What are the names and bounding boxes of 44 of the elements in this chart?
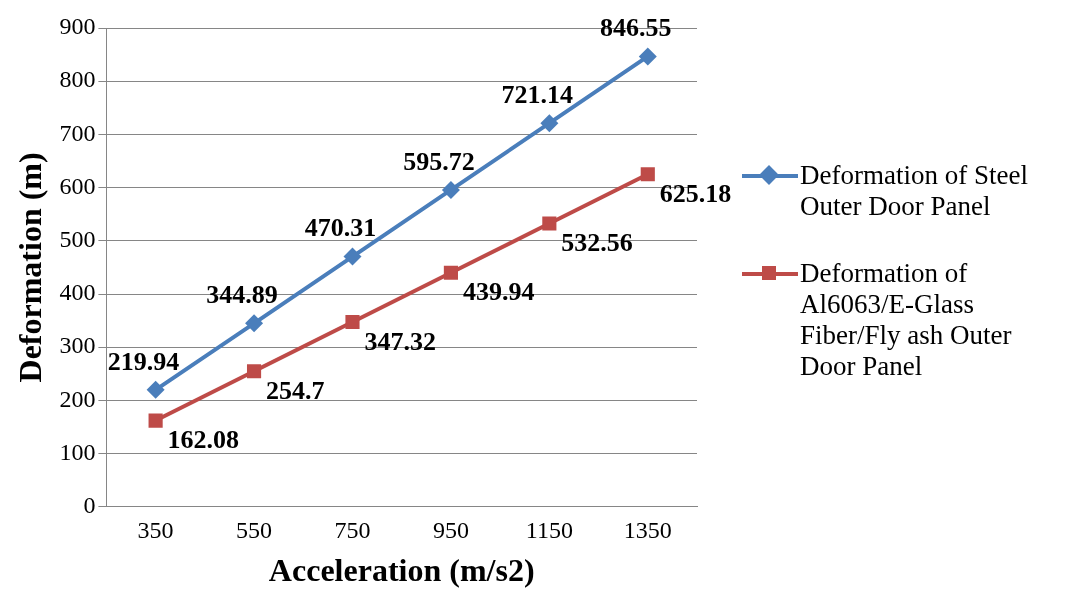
data-label: 347.32 xyxy=(364,326,436,356)
y-tick-label: 100 xyxy=(59,438,96,465)
point xyxy=(245,314,264,333)
x-tick-label: 950 xyxy=(432,517,469,544)
y-tick-label: 800 xyxy=(59,66,96,93)
y-axis-title: Deformation (m) xyxy=(12,152,49,383)
point xyxy=(345,314,360,330)
point xyxy=(540,114,559,133)
y-tick-label: 300 xyxy=(59,332,96,359)
data-label: 254.7 xyxy=(266,376,325,406)
y-tick-label: 400 xyxy=(59,279,96,306)
y-tick-label: 900 xyxy=(59,13,96,40)
legend-label: Deformation of Al6063/E-Glass Fiber/Fly ash Outer Door Panel xyxy=(800,258,1012,381)
data-label: 219.94 xyxy=(107,346,180,376)
x-axis-title: Acceleration (m/s2) xyxy=(268,552,535,589)
y-tick-label: 700 xyxy=(59,119,96,146)
point xyxy=(246,364,262,379)
x-tick-label: 750 xyxy=(334,517,371,544)
point xyxy=(441,180,460,199)
data-label: 439.94 xyxy=(462,277,535,307)
data-label: 162.08 xyxy=(167,425,240,455)
legend-label: Deformation of Steel Outer Door Panel xyxy=(800,160,1028,221)
y-tick-label: 200 xyxy=(59,385,96,412)
y-tick-label: 600 xyxy=(59,172,96,199)
x-tick-label: 350 xyxy=(137,517,174,544)
point xyxy=(542,216,557,231)
data-label: 595.72 xyxy=(403,146,475,176)
point xyxy=(343,247,362,266)
data-label: 625.18 xyxy=(659,178,732,208)
point xyxy=(148,413,163,428)
x-tick-label: 550 xyxy=(236,517,273,544)
data-label: 470.31 xyxy=(304,213,377,243)
data-label: 721.14 xyxy=(501,79,574,109)
point xyxy=(146,380,165,399)
data-label: 846.55 xyxy=(600,13,672,43)
data-label: 344.89 xyxy=(206,280,278,310)
data-label: 532.56 xyxy=(561,228,633,258)
x-tick-label: 1150 xyxy=(525,517,573,544)
y-tick-label: 0 xyxy=(83,492,96,519)
point xyxy=(640,167,655,182)
point xyxy=(638,47,657,66)
x-tick-label: 1350 xyxy=(623,517,672,544)
y-tick-label: 500 xyxy=(59,226,96,253)
point xyxy=(443,265,458,280)
